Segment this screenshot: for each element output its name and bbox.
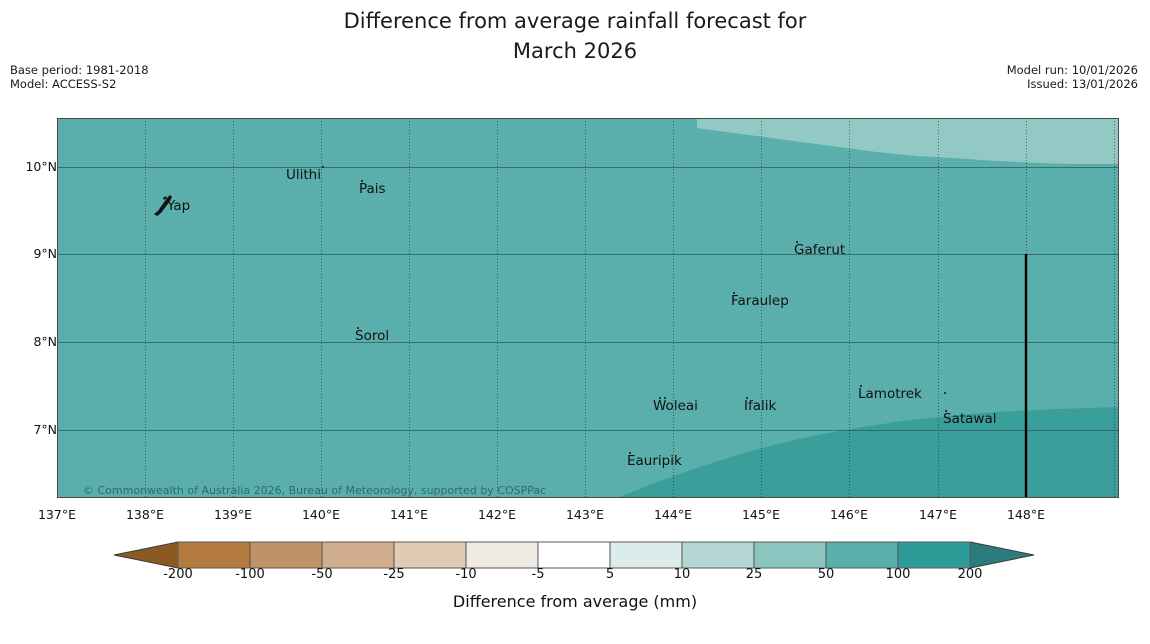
colorbar-tick-label: 200 <box>957 567 983 582</box>
header-meta-left: Base period: 1981-2018 Model: ACCESS-S2 <box>10 63 149 91</box>
colorbar-tick-label: 10 <box>673 567 691 582</box>
longitude-tick-label: 147°E <box>918 507 957 522</box>
page-title-line1: Difference from average rainfall forecas… <box>343 9 807 33</box>
place-label: Faraulep <box>731 293 789 309</box>
colorbar-outline <box>177 541 971 569</box>
place-marker-dot <box>746 397 748 399</box>
colorbar-gradient <box>113 541 1035 569</box>
place-marker-dot <box>733 292 735 294</box>
colorbar-tick-label: 50 <box>817 567 835 582</box>
place-marker-dot <box>357 327 359 329</box>
longitude-tick-label: 148°E <box>1006 507 1045 522</box>
place-label: Sorol <box>355 328 390 344</box>
place-marker-dot <box>322 166 324 168</box>
base-period-text: Base period: 1981-2018 <box>10 63 149 77</box>
place-label: Ulithi <box>286 167 321 183</box>
colorbar-bin <box>537 541 611 569</box>
colorbar-tick-label: -50 <box>311 567 333 582</box>
longitude-tick-label: 145°E <box>741 507 780 522</box>
colorbar-tick-label: -100 <box>235 567 265 582</box>
model-text: Model: ACCESS-S2 <box>10 77 117 91</box>
place-label: Yap <box>167 198 191 214</box>
colorbar-tick-label: 5 <box>605 567 615 582</box>
colorbar-bin <box>753 541 827 569</box>
colorbar-bin <box>177 541 251 569</box>
map-gridlines-horizontal <box>57 167 1119 431</box>
yap-island-shape <box>154 195 172 216</box>
colorbar-tick-label: -10 <box>455 567 477 582</box>
colorbar-bin <box>393 541 467 569</box>
longitude-tick-label: 142°E <box>477 507 516 522</box>
longitude-tick-label: 141°E <box>389 507 428 522</box>
page-title-line2: March 2026 <box>512 39 638 63</box>
place-label: Gaferut <box>794 242 846 258</box>
colorbar-bin <box>681 541 755 569</box>
colorbar-over-arrow <box>969 541 1035 569</box>
place-marker-dot <box>659 397 661 399</box>
forecast-map[interactable] <box>57 118 1119 498</box>
colorbar-tick-label: -25 <box>383 567 405 582</box>
place-marker-dot <box>944 392 946 394</box>
map-gridlines-vertical <box>57 118 1115 498</box>
longitude-tick-label: 140°E <box>301 507 340 522</box>
latitude-tick-label: 10°N <box>25 159 57 174</box>
colorbar-bin <box>465 541 539 569</box>
longitude-tick-label: 138°E <box>125 507 164 522</box>
colorbar-bin <box>825 541 899 569</box>
place-marker-dot <box>664 397 666 399</box>
place-marker-dot <box>361 180 363 182</box>
colorbar-bin <box>321 541 395 569</box>
colorbar-bin <box>609 541 683 569</box>
map-raster <box>57 118 1119 498</box>
longitude-tick-label: 146°E <box>829 507 868 522</box>
place-label: Satawal <box>943 411 997 427</box>
model-run-text: Model run: 10/01/2026 <box>1006 63 1138 77</box>
place-marker-dot <box>796 241 798 243</box>
latitude-tick-label: 7°N <box>33 422 57 437</box>
latitude-tick-label: 8°N <box>33 334 57 349</box>
colorbar-tick-label: 25 <box>745 567 763 582</box>
place-marker-dot <box>860 385 862 387</box>
page-title: Difference from average rainfall forecas… <box>0 6 1150 66</box>
header-meta-right: Model run: 10/01/2026 Issued: 13/01/2026 <box>1007 63 1138 91</box>
colorbar-tick-label: 100 <box>885 567 911 582</box>
latitude-tick-label: 9°N <box>33 246 57 261</box>
place-label: Lamotrek <box>858 386 922 402</box>
colorbar-tick-label: -5 <box>531 567 545 582</box>
place-label: Woleai <box>653 398 698 414</box>
colorbar[interactable] <box>110 541 1038 569</box>
place-marker-dot <box>945 410 947 412</box>
issued-text: Issued: 13/01/2026 <box>1027 77 1138 91</box>
place-label: Eauripik <box>627 453 682 469</box>
copyright-text: © Commonwealth of Australia 2026, Bureau… <box>83 484 547 497</box>
place-label: Pais <box>359 181 386 197</box>
colorbar-axis-label: Difference from average (mm) <box>452 592 698 611</box>
colorbar-bin <box>249 541 323 569</box>
colorbar-bin <box>897 541 971 569</box>
region-southeast <box>617 407 1119 498</box>
longitude-tick-label: 139°E <box>213 507 252 522</box>
region-northeast-fill <box>697 118 1119 164</box>
place-marker-dot <box>629 452 631 454</box>
longitude-tick-label: 137°E <box>37 507 76 522</box>
colorbar-under-arrow <box>113 541 179 569</box>
longitude-tick-label: 144°E <box>653 507 692 522</box>
colorbar-tick-label: -200 <box>163 567 193 582</box>
longitude-tick-label: 143°E <box>565 507 604 522</box>
place-label: Ifalik <box>744 398 777 414</box>
